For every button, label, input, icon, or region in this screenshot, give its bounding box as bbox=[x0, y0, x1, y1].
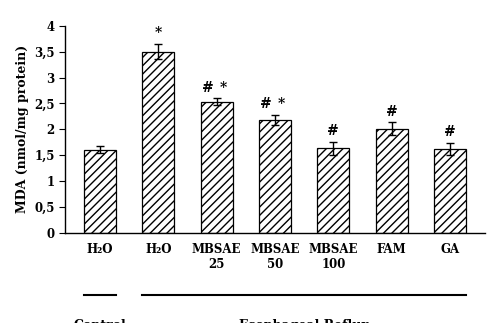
Text: #: # bbox=[328, 124, 339, 138]
Bar bbox=[376, 129, 408, 233]
Text: #: # bbox=[202, 80, 214, 95]
Text: *: * bbox=[278, 97, 285, 111]
Text: #: # bbox=[444, 125, 456, 139]
Text: *: * bbox=[155, 26, 162, 40]
Text: Esophageal Reflux: Esophageal Reflux bbox=[239, 319, 369, 323]
Text: *: * bbox=[220, 80, 227, 95]
Bar bbox=[259, 120, 291, 233]
Bar bbox=[142, 52, 174, 233]
Bar bbox=[318, 148, 350, 233]
Y-axis label: MDA (nmol/mg protein): MDA (nmol/mg protein) bbox=[16, 45, 28, 213]
Text: Control: Control bbox=[74, 319, 126, 323]
Text: #: # bbox=[386, 105, 398, 119]
Text: #: # bbox=[260, 97, 272, 111]
Bar bbox=[434, 149, 466, 233]
Bar bbox=[84, 150, 116, 233]
Bar bbox=[200, 102, 232, 233]
